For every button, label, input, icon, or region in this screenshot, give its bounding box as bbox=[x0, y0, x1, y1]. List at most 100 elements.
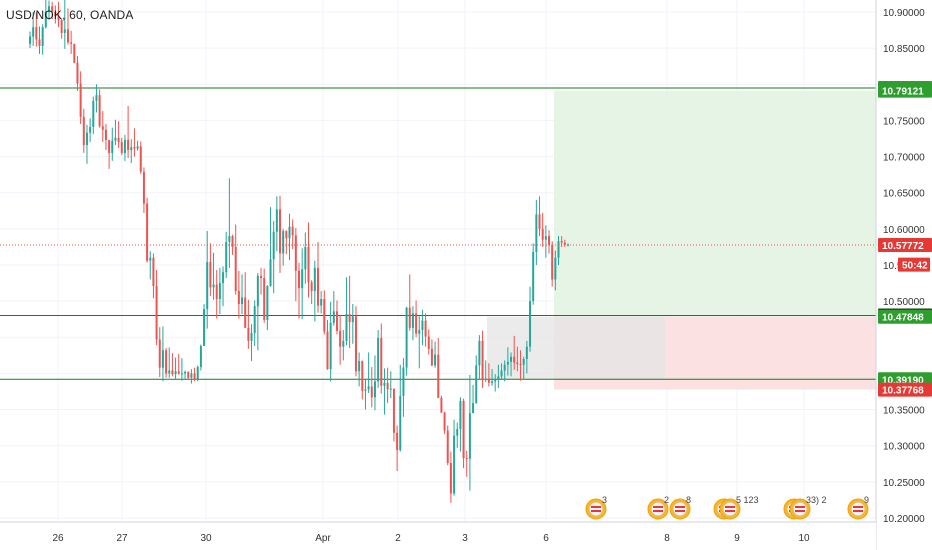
candle-body bbox=[519, 364, 522, 366]
candle-body bbox=[326, 331, 329, 370]
price-tick-label: 10.65000 bbox=[883, 189, 925, 200]
candle-body bbox=[133, 147, 136, 149]
candle bbox=[155, 270, 158, 346]
candle-body bbox=[218, 283, 221, 299]
time-tick-label: 26 bbox=[52, 533, 64, 544]
candle bbox=[168, 347, 171, 378]
candle bbox=[481, 330, 484, 388]
candle-body bbox=[497, 376, 500, 380]
candle bbox=[487, 363, 490, 387]
candle-body bbox=[89, 126, 92, 133]
candle-body bbox=[57, 16, 60, 20]
candle bbox=[513, 335, 516, 370]
economic-event-marker[interactable]: 33) 2 bbox=[783, 495, 827, 520]
candle bbox=[541, 212, 544, 247]
candle-body bbox=[329, 322, 332, 370]
candle-body bbox=[269, 259, 272, 286]
candle bbox=[206, 231, 209, 329]
candle-body bbox=[345, 314, 348, 341]
candle bbox=[529, 286, 532, 352]
candle bbox=[149, 251, 152, 280]
candle-body bbox=[244, 297, 247, 328]
candle-body bbox=[158, 339, 161, 368]
price-tick-label: 10.50000 bbox=[883, 297, 925, 308]
candle bbox=[551, 241, 554, 287]
candle-body bbox=[459, 400, 462, 430]
economic-event-marker[interactable]: 3 bbox=[585, 495, 607, 520]
candle-body bbox=[335, 311, 338, 331]
candle-body bbox=[209, 262, 212, 288]
candle-body bbox=[256, 275, 259, 307]
flag-stripe bbox=[725, 506, 735, 508]
candle-body bbox=[155, 285, 158, 340]
risk-reward-zones bbox=[487, 90, 876, 390]
candle-body bbox=[190, 373, 193, 378]
economic-event-marker[interactable]: 2 bbox=[647, 495, 669, 520]
candle-body bbox=[392, 388, 395, 433]
candle-body bbox=[76, 62, 79, 84]
price-axis[interactable]: 10.90000 10.85000 10.75000 10.70000 10.65000… bbox=[875, 0, 932, 550]
candle bbox=[525, 340, 528, 374]
candle-body bbox=[95, 95, 98, 101]
candle bbox=[269, 207, 272, 287]
price-tick-label: 10.35000 bbox=[883, 406, 925, 417]
candle-body bbox=[522, 358, 525, 365]
price-tick-label: 10.25000 bbox=[883, 478, 925, 489]
time-axis[interactable]: 26 27 30 Apr 2 3 6 8 9 10 bbox=[0, 521, 876, 550]
candle-body bbox=[32, 27, 35, 37]
candle bbox=[231, 234, 234, 255]
price-label-bg bbox=[878, 237, 932, 252]
candle-body bbox=[437, 354, 440, 399]
candle bbox=[180, 358, 183, 381]
candle bbox=[253, 300, 256, 346]
candle-body bbox=[222, 272, 225, 284]
candle bbox=[171, 353, 174, 377]
candle-body bbox=[127, 139, 130, 151]
candle bbox=[165, 348, 168, 378]
candle bbox=[237, 270, 240, 319]
flag-stripe bbox=[591, 510, 601, 512]
candle-body bbox=[123, 139, 126, 153]
candle-body bbox=[358, 361, 361, 372]
candle bbox=[405, 306, 408, 376]
event-count: 2 bbox=[664, 495, 669, 505]
candle-body bbox=[310, 282, 313, 292]
economic-event-marker[interactable]: 9 bbox=[847, 495, 869, 520]
flag-stripe bbox=[853, 510, 863, 512]
candle bbox=[380, 323, 383, 394]
candle bbox=[361, 360, 364, 400]
candle bbox=[256, 272, 259, 351]
candle bbox=[519, 350, 522, 381]
candle bbox=[35, 12, 38, 47]
economic-event-marker[interactable]: 5 123 bbox=[713, 495, 759, 520]
candle bbox=[104, 124, 107, 151]
candle-body bbox=[187, 371, 190, 378]
candle-body bbox=[215, 284, 218, 299]
candle-body bbox=[225, 241, 228, 273]
candle-body bbox=[440, 398, 443, 413]
economic-events[interactable]: 3 2 8 5 123 33) 2 9 bbox=[585, 495, 869, 520]
economic-event-marker[interactable]: 8 bbox=[669, 495, 691, 520]
time-tick-label: 10 bbox=[798, 533, 810, 544]
price-label: 10.39190 bbox=[882, 375, 924, 386]
candle-body bbox=[203, 309, 206, 346]
candle-body bbox=[275, 209, 278, 232]
candle bbox=[218, 267, 221, 315]
candle bbox=[427, 329, 430, 355]
time-tick-label: 8 bbox=[664, 533, 670, 544]
candle-body bbox=[196, 366, 199, 380]
candle bbox=[408, 274, 411, 331]
candle bbox=[123, 134, 126, 161]
candle-body bbox=[253, 306, 256, 333]
candle-body bbox=[136, 146, 139, 149]
time-tick-label: 2 bbox=[395, 533, 401, 544]
candle-body bbox=[44, 12, 47, 28]
candle-body bbox=[60, 19, 63, 33]
candle-body bbox=[142, 171, 145, 204]
profit-zone[interactable] bbox=[554, 90, 876, 317]
candle-body bbox=[418, 330, 421, 334]
candle-body bbox=[231, 236, 234, 247]
candle bbox=[532, 243, 535, 305]
